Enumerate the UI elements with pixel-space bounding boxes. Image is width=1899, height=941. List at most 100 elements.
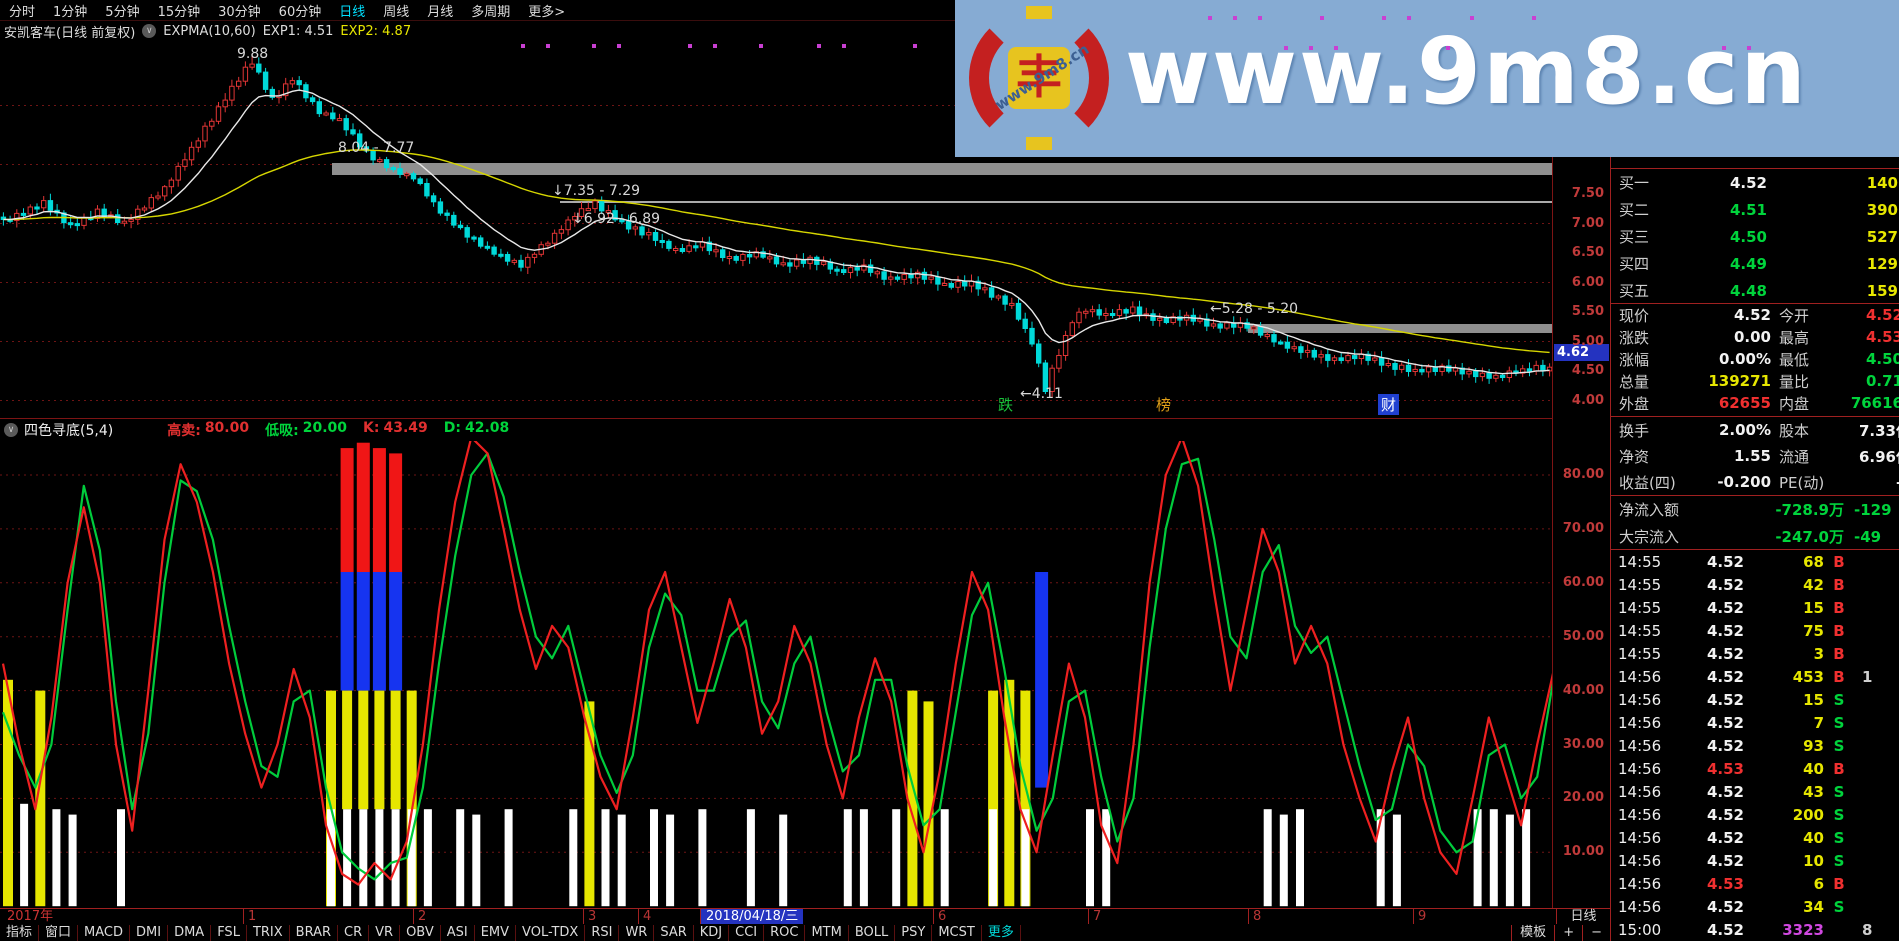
indicator-tab[interactable]: SAR bbox=[654, 925, 694, 941]
quote-label-2: 内盘 bbox=[1779, 394, 1810, 413]
indicator-tab[interactable]: MACD bbox=[78, 925, 130, 941]
trade-volume: 93 bbox=[1803, 736, 1824, 755]
period-menu-item[interactable]: 月线 bbox=[427, 4, 454, 20]
oscillator-axis-label: 40.00 bbox=[1562, 682, 1604, 698]
bid-volume: 129 bbox=[1866, 254, 1898, 273]
trade-side: B bbox=[1833, 575, 1845, 594]
trade-price: 4.52 bbox=[1706, 690, 1744, 709]
trade-price: 4.52 bbox=[1706, 736, 1744, 755]
indicator-tab[interactable]: TRIX bbox=[247, 925, 290, 941]
period-menu-item[interactable]: 60分钟 bbox=[278, 4, 322, 20]
bid-price: 4.48 bbox=[1729, 281, 1767, 300]
quote-label: 外盘 bbox=[1619, 394, 1650, 413]
watermark-banner: 丰 www.9m8.cn www.9m8.cn bbox=[955, 0, 1899, 157]
param-label: 高卖: bbox=[167, 423, 201, 439]
indicator-tab[interactable]: VOL-TDX bbox=[516, 925, 586, 941]
indicator-tab[interactable]: BRAR bbox=[290, 925, 339, 941]
tick-trade-list[interactable]: 14:55 4.52 68 B 14:55 4.52 42 B 14:55 bbox=[1611, 549, 1899, 941]
trade-time: 14:55 bbox=[1618, 598, 1662, 617]
trade-row: 14:55 4.52 75 B bbox=[1611, 619, 1899, 642]
date-tick: 6 bbox=[933, 909, 946, 924]
oscillator-chart[interactable] bbox=[0, 441, 1553, 908]
indicator-tab[interactable]: VR bbox=[369, 925, 401, 941]
date-tick: 2018/04/18/三 bbox=[700, 909, 804, 924]
period-menu-item[interactable]: 多周期 bbox=[471, 4, 511, 20]
date-tick: 2017年 bbox=[7, 909, 54, 924]
date-tick: 2 bbox=[413, 909, 426, 924]
trade-volume: 3 bbox=[1813, 644, 1824, 663]
trade-price: 4.52 bbox=[1706, 782, 1744, 801]
bid-level-label: 买五 bbox=[1619, 282, 1650, 300]
indicator-tab[interactable]: EMV bbox=[475, 925, 517, 941]
fund-label: 换手 bbox=[1619, 421, 1650, 440]
indicator-tab[interactable]: KDJ bbox=[694, 925, 730, 941]
trade-row: 14:55 4.52 15 B bbox=[1611, 596, 1899, 619]
indicator-tab[interactable]: 窗口 bbox=[39, 925, 79, 941]
trade-time: 14:56 bbox=[1618, 897, 1662, 916]
flow-value: -247.0万 bbox=[1775, 528, 1844, 546]
indicator-tab[interactable]: CCI bbox=[729, 925, 765, 941]
order-book-row[interactable]: 买五 4.48 159 bbox=[1611, 277, 1899, 304]
fund-value-2: 6.96亿 bbox=[1858, 447, 1899, 466]
quote-value-2: 0.71 bbox=[1865, 372, 1899, 390]
trade-row: 14:56 4.53 40 B bbox=[1611, 757, 1899, 780]
trade-volume: 43 bbox=[1803, 782, 1824, 801]
template-button[interactable]: 模板 bbox=[1511, 925, 1554, 941]
period-menu-item[interactable]: 15分钟 bbox=[157, 4, 201, 20]
main-candlestick-chart[interactable] bbox=[0, 20, 1553, 418]
indicator-tab[interactable]: MTM bbox=[805, 925, 849, 941]
indicator-tab[interactable]: BOLL bbox=[849, 925, 896, 941]
period-menu-item[interactable]: 5分钟 bbox=[105, 4, 140, 20]
trade-volume: 3323 bbox=[1782, 920, 1824, 939]
trade-time: 14:55 bbox=[1618, 644, 1662, 663]
indicator-tab[interactable]: FSL bbox=[211, 925, 247, 941]
price-axis-label: 5.00 bbox=[1571, 333, 1604, 349]
indicator-tab[interactable]: DMI bbox=[130, 925, 169, 941]
trade-time: 14:56 bbox=[1618, 828, 1662, 847]
stock-title: 安凯客车(日线 前复权) bbox=[4, 25, 136, 41]
trade-side: B bbox=[1833, 621, 1845, 640]
indicator-tab[interactable]: DMA bbox=[168, 925, 212, 941]
price-axis-label: 6.00 bbox=[1571, 274, 1604, 290]
period-menu-item[interactable]: 30分钟 bbox=[218, 4, 261, 20]
trade-row: 14:55 4.52 42 B bbox=[1611, 573, 1899, 596]
chevron-down-icon[interactable]: ∨ bbox=[142, 24, 157, 38]
indicator-tab[interactable]: CR bbox=[338, 925, 370, 941]
period-menu-item[interactable]: 更多> bbox=[528, 4, 566, 20]
indicator-tab[interactable]: PSY bbox=[895, 925, 933, 941]
order-book-row[interactable]: 买四 4.49 129 bbox=[1611, 250, 1899, 277]
plus-button[interactable]: + bbox=[1554, 925, 1582, 941]
order-book-row[interactable]: 买二 4.51 390 bbox=[1611, 196, 1899, 223]
indicator-tab[interactable]: RSI bbox=[585, 925, 620, 941]
indicator-tab[interactable]: MCST bbox=[932, 925, 982, 941]
order-book-row[interactable]: 买一 4.52 140 bbox=[1611, 169, 1899, 196]
indicator-toggle-icon[interactable]: ∨ bbox=[4, 423, 18, 437]
minus-button[interactable]: − bbox=[1582, 925, 1610, 941]
trade-volume: 15 bbox=[1803, 598, 1824, 617]
param-value: 20.00 bbox=[302, 420, 348, 436]
trade-time: 14:55 bbox=[1618, 621, 1662, 640]
price-axis-label: 4.00 bbox=[1571, 392, 1604, 408]
indicator-tab[interactable]: ROC bbox=[764, 925, 806, 941]
trade-volume: 40 bbox=[1803, 828, 1824, 847]
indicator-tab[interactable]: WR bbox=[619, 925, 655, 941]
period-menu-item[interactable]: 分时 bbox=[9, 4, 36, 20]
period-menu-item[interactable]: 1分钟 bbox=[53, 4, 88, 20]
exp2-value: EXP2: 4.87 bbox=[340, 23, 412, 39]
trade-time: 14:56 bbox=[1618, 851, 1662, 870]
oscillator-svg bbox=[0, 441, 1553, 907]
trade-time: 14:56 bbox=[1618, 667, 1662, 686]
indicator-tab[interactable]: OBV bbox=[400, 925, 441, 941]
indicator-tab[interactable]: ASI bbox=[441, 925, 475, 941]
period-menu-item[interactable]: 日线 bbox=[339, 4, 366, 20]
order-book-row[interactable]: 买三 4.50 527 bbox=[1611, 223, 1899, 250]
period-menu-item[interactable]: 周线 bbox=[383, 4, 410, 20]
indicator-tab[interactable]: 指标 bbox=[0, 925, 40, 941]
quote-label: 总量 bbox=[1619, 372, 1650, 391]
fund-label-2: 股本 bbox=[1779, 421, 1810, 440]
date-axis[interactable]: 日线 2017年 1 2 3 4 2018/04/18/三 6 7 8 9 bbox=[0, 908, 1610, 926]
trade-price: 4.52 bbox=[1706, 552, 1744, 571]
quote-row: 涨跌 0.00 最高 4.53 bbox=[1611, 326, 1899, 348]
trade-side: S bbox=[1833, 805, 1845, 824]
indicator-tab[interactable]: 更多 bbox=[982, 925, 1021, 941]
